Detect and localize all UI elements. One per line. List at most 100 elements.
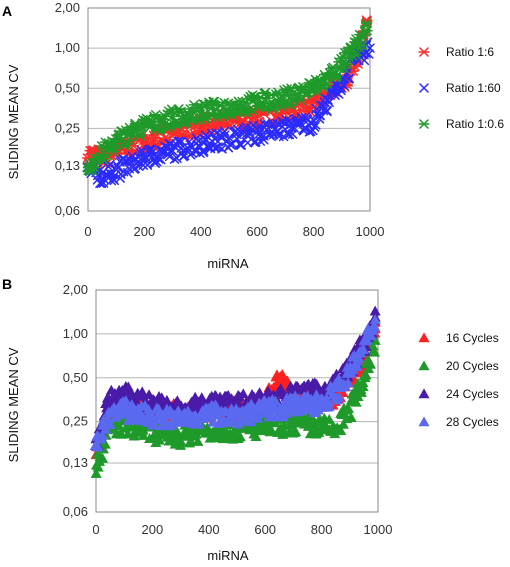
data-point — [351, 360, 363, 371]
data-point — [361, 26, 373, 36]
data-point — [137, 429, 149, 440]
panel-b-x-tick-label: 400 — [198, 522, 220, 537]
data-point — [353, 352, 365, 363]
data-point — [153, 403, 165, 414]
data-point — [273, 129, 284, 139]
panel-a-y-tick-label: 0,50 — [55, 80, 80, 95]
panel-a-x-tick-label: 400 — [190, 224, 212, 239]
data-point — [365, 330, 377, 341]
data-point — [284, 129, 295, 140]
panel-b-y-tick-label: 0,06 — [63, 504, 88, 519]
legend-entry: 16 Cycles — [418, 331, 499, 345]
series-ratio-1-0-6 — [82, 18, 373, 177]
data-point — [361, 48, 371, 58]
data-point — [158, 146, 168, 157]
panel-b-y-tick-label: 2,00 — [63, 282, 88, 297]
data-point — [96, 429, 108, 440]
panel-b-y-tick-label: 0,25 — [63, 414, 88, 429]
data-point — [136, 145, 147, 156]
data-point — [99, 438, 111, 449]
legend-marker — [418, 47, 430, 57]
data-point — [323, 95, 333, 105]
data-point — [314, 114, 325, 124]
panel-a-y-tick-label: 0,06 — [55, 203, 80, 218]
data-point — [369, 346, 381, 357]
legend-marker — [418, 360, 430, 371]
panel-a-chart: A SLIDING MEAN CV miRNA 2,00 1,00 0,50 0,25… — [2, 0, 504, 271]
data-point — [175, 439, 187, 450]
data-point — [345, 412, 357, 422]
data-point — [323, 400, 335, 411]
data-point — [124, 135, 136, 146]
data-point — [92, 441, 104, 452]
panel-a-x-axis-label: miRNA — [207, 256, 248, 271]
data-point — [342, 377, 354, 388]
data-point — [233, 431, 245, 442]
panel-b-y-tick-label: 1,00 — [63, 326, 88, 341]
data-point — [368, 320, 380, 331]
legend-label: 16 Cycles — [446, 331, 499, 345]
panel-a-x-tick-label: 1000 — [356, 224, 385, 239]
data-point — [324, 97, 334, 108]
legend-marker — [418, 388, 430, 399]
legend-label: Ratio 1:60 — [446, 81, 501, 95]
data-point — [254, 387, 266, 398]
data-point — [360, 369, 372, 380]
legend-label: 28 Cycles — [446, 415, 499, 429]
panel-b-y-tick-label: 0,13 — [63, 455, 88, 470]
panel-a-plot-frame — [87, 7, 371, 212]
panel-b-x-tick-label: 600 — [254, 522, 276, 537]
legend-label: 24 Cycles — [446, 387, 499, 401]
panel-a-legend: Ratio 1:6 Ratio 1:60 Ratio 1:0.6 — [418, 45, 504, 131]
data-point — [315, 110, 325, 120]
panel-b-x-axis-label: miRNA — [207, 548, 248, 563]
legend-entry: Ratio 1:0.6 — [418, 117, 504, 131]
legend-marker — [418, 416, 430, 427]
panel-b-legend: 16 Cycles 20 Cycles 24 Cycles 28 Cycles — [418, 331, 499, 429]
panel-b-tick-labels: 2,00 1,00 0,50 0,25 0,13 0,06 0 200 400 600 800 100… — [63, 282, 393, 537]
data-point — [321, 79, 333, 89]
data-point — [310, 389, 322, 400]
panel-a-y-axis-label: SLIDING MEAN CV — [6, 64, 21, 179]
panel-a-x-tick-label: 0 — [84, 224, 91, 239]
data-point — [97, 452, 109, 463]
legend-label: Ratio 1:6 — [446, 45, 494, 59]
data-point — [357, 343, 369, 354]
data-point — [98, 155, 110, 165]
data-point — [169, 154, 180, 164]
data-point — [95, 178, 105, 189]
data-point — [250, 431, 262, 441]
legend-entry: Ratio 1:6 — [418, 45, 494, 59]
legend-entry: Ratio 1:60 — [419, 81, 501, 95]
panel-b-x-tick-label: 800 — [311, 522, 333, 537]
panel-a-x-tick-label: 600 — [246, 224, 268, 239]
legend-entry: 20 Cycles — [418, 359, 499, 373]
data-point — [104, 418, 116, 429]
panel-b-chart: B SLIDING MEAN CV miRNA 2,00 1,00 0,50 0,25… — [2, 276, 499, 563]
data-point — [96, 178, 107, 189]
data-point — [337, 418, 349, 429]
data-point — [252, 412, 264, 423]
data-point — [276, 368, 288, 379]
data-point — [322, 105, 332, 116]
data-point — [237, 388, 249, 399]
data-point — [120, 394, 132, 405]
panel-a-y-tick-label: 0,13 — [55, 158, 80, 173]
data-point — [336, 85, 346, 96]
data-point — [335, 425, 347, 435]
data-point — [149, 419, 161, 430]
data-point — [339, 81, 349, 91]
panel-b-data-marks — [89, 305, 381, 478]
data-point — [356, 40, 369, 50]
data-point — [92, 461, 104, 472]
data-point — [266, 424, 278, 435]
legend-label: 20 Cycles — [446, 359, 499, 373]
series-28-cycles — [89, 314, 381, 452]
data-point — [90, 467, 102, 478]
data-point — [192, 435, 204, 446]
legend-marker — [419, 83, 429, 93]
data-point — [342, 402, 354, 413]
data-point — [344, 73, 354, 84]
data-point — [323, 413, 335, 424]
panel-b-x-tick-label: 200 — [142, 522, 164, 537]
